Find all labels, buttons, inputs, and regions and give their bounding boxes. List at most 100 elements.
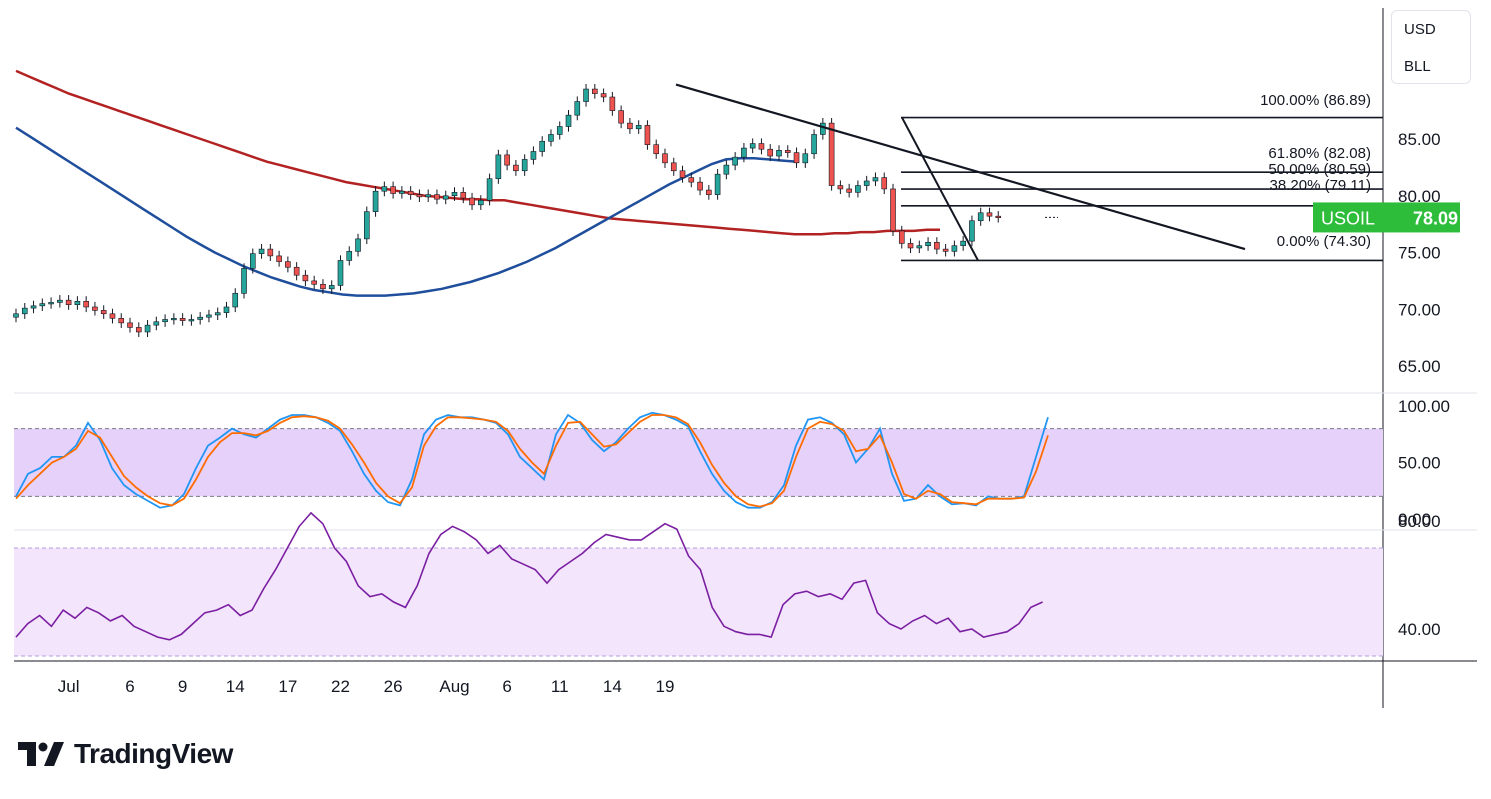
candle-body <box>977 212 984 222</box>
candle-body <box>521 159 528 172</box>
candle-body <box>890 188 896 232</box>
descending-trendline <box>675 83 1246 251</box>
candle <box>898 225 905 249</box>
candle <box>381 181 388 197</box>
rsi-line <box>15 511 1043 641</box>
candle-body <box>670 162 677 172</box>
fib-level-label: 38.20% (79.11) <box>1270 177 1371 194</box>
candle <box>732 152 738 171</box>
candle-body <box>934 241 940 250</box>
candle-body <box>960 240 966 246</box>
candles <box>13 83 1002 338</box>
moving-averages <box>15 69 940 297</box>
stochastic-k-line <box>15 411 1049 509</box>
candle <box>74 296 81 310</box>
rsi-tick-label: 80.00 <box>1398 512 1441 531</box>
candle-body <box>758 143 765 150</box>
candle-body <box>355 238 361 252</box>
candle <box>118 313 125 328</box>
candle <box>258 243 265 259</box>
indicator-bands <box>14 428 1383 657</box>
tradingview-logo[interactable]: TradingView <box>18 734 233 774</box>
candle-body <box>48 302 54 305</box>
candle-body <box>442 195 449 200</box>
time-tick-label: Aug <box>439 677 469 696</box>
unit-selector[interactable]: USD BLL <box>1391 10 1471 84</box>
candle-body <box>328 285 335 290</box>
candle <box>460 187 467 204</box>
candle <box>574 96 581 121</box>
candle-body <box>469 197 475 206</box>
candle <box>539 136 546 157</box>
currency-label: USD <box>1404 21 1436 38</box>
candle-body <box>881 177 888 190</box>
candle <box>969 215 975 247</box>
time-tick-label: 17 <box>278 677 297 696</box>
fib-level-label: 61.80% (82.08) <box>1268 145 1371 162</box>
candle-body <box>223 306 230 313</box>
candle <box>399 186 405 199</box>
candle-body <box>802 153 809 164</box>
candle <box>776 145 782 162</box>
time-tick-label: 6 <box>125 677 134 696</box>
candle-body <box>109 313 116 319</box>
candle <box>223 301 230 318</box>
candle-body <box>644 125 651 145</box>
candle <box>390 181 396 199</box>
candle-body <box>65 299 72 306</box>
candle-body <box>30 305 37 309</box>
candle <box>372 186 379 217</box>
candle-body <box>846 188 852 193</box>
candle-body <box>592 88 598 94</box>
candle-body <box>600 93 607 98</box>
candle <box>881 172 888 195</box>
candle <box>784 145 791 158</box>
candle-body <box>399 190 405 194</box>
candle-body <box>390 186 396 194</box>
candle <box>741 142 747 163</box>
candle <box>241 263 247 299</box>
candle-body <box>837 185 844 190</box>
time-tick-label: 14 <box>226 677 245 696</box>
candle-body <box>416 194 423 198</box>
fib-level-label: 50.00% (80.59) <box>1268 161 1371 178</box>
candle <box>583 83 589 107</box>
candle-body <box>293 266 300 276</box>
candle <box>609 91 616 116</box>
candle <box>337 255 344 291</box>
tradingview-logo-text: TradingView <box>74 738 233 769</box>
time-tick-label: 11 <box>551 677 569 696</box>
candle <box>249 248 256 274</box>
candle-body <box>337 260 344 286</box>
price-tick-label: 75.00 <box>1398 244 1441 263</box>
candle-body <box>13 313 19 318</box>
candle <box>679 165 686 183</box>
candle <box>627 118 633 134</box>
unit-label: BLL <box>1404 58 1431 75</box>
candle-body <box>872 177 879 182</box>
candle <box>363 206 370 244</box>
candle <box>328 280 335 294</box>
candle-body <box>206 314 212 318</box>
candle <box>39 298 46 311</box>
candle-body <box>513 164 519 172</box>
candle-body <box>74 301 81 306</box>
candle-body <box>171 318 177 321</box>
time-tick-label: Jul <box>58 677 80 696</box>
candle-body <box>179 318 186 321</box>
candle <box>688 172 695 188</box>
candle <box>758 138 765 155</box>
candle-body <box>135 327 142 333</box>
candle-body <box>320 283 326 290</box>
candle <box>977 207 984 226</box>
candle-body <box>302 274 309 282</box>
candle-body <box>214 312 221 316</box>
candle <box>697 177 703 196</box>
tradingview-logo-icon <box>18 742 64 766</box>
candle-body <box>916 245 923 249</box>
candle <box>162 314 168 327</box>
candle-body <box>346 251 353 261</box>
candle-body <box>118 318 125 324</box>
rsi-tick-label: 40.00 <box>1398 620 1441 639</box>
candle-body <box>197 316 203 320</box>
